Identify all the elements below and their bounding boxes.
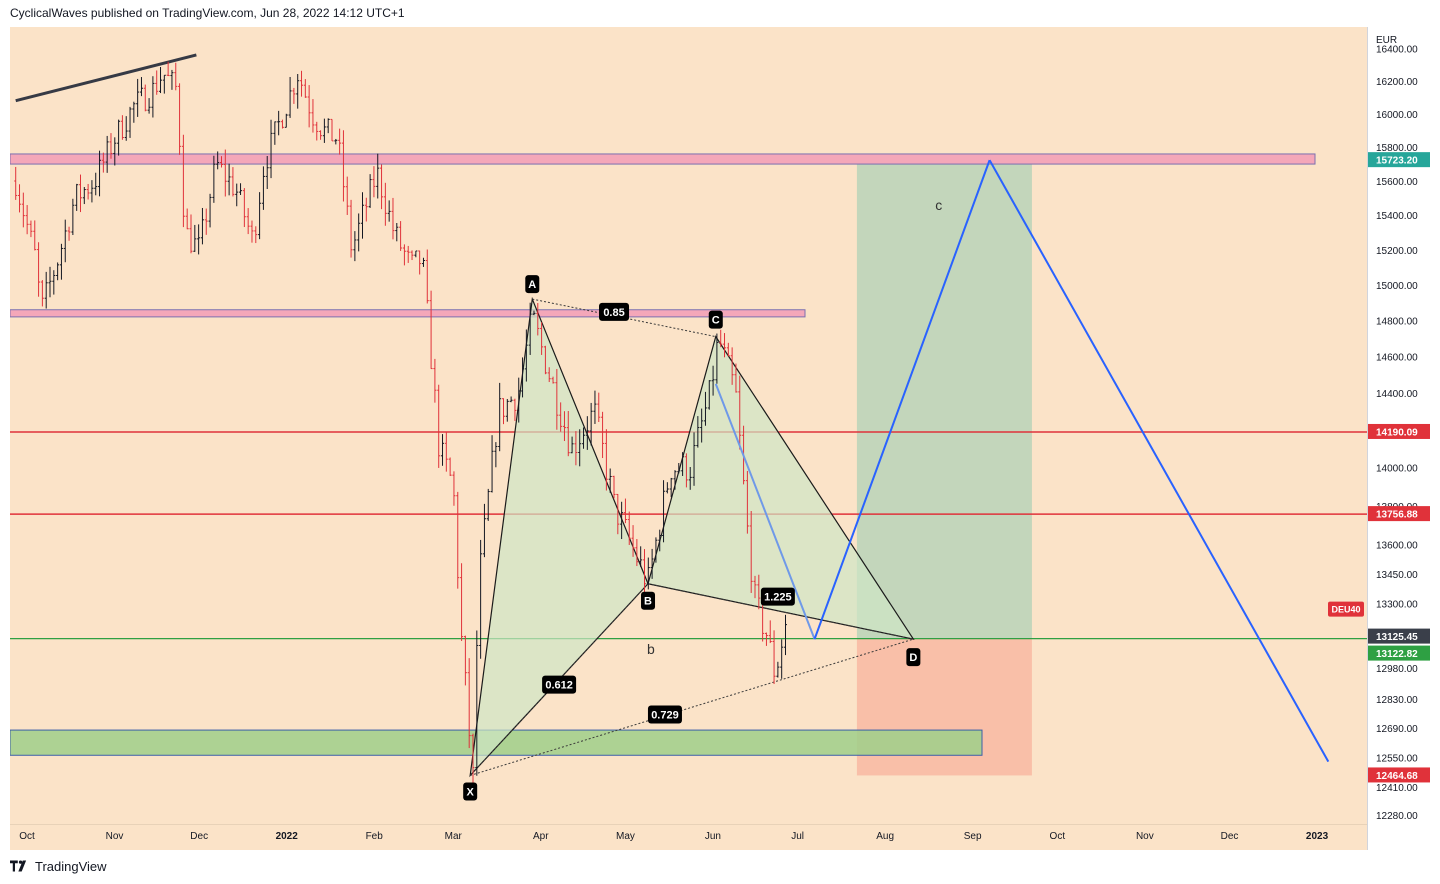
price-tick-label: 12690.00 — [1376, 724, 1418, 735]
price-tick-label: 15000.00 — [1376, 281, 1418, 292]
time-axis[interactable]: Oct Nov Dec 2022 Feb Mar Apr May Jun Jul Aug Sep Oct… — [19, 831, 1328, 842]
upper-trendline — [15, 53, 197, 103]
wave-label-b: b — [647, 641, 655, 657]
price-tick-label: 14800.00 — [1376, 316, 1418, 327]
price-tag-bg — [1368, 645, 1430, 661]
harmonic-pattern-layer — [469, 296, 915, 778]
time-tick-label: 2023 — [1306, 831, 1329, 842]
upper-resistance-zone — [9, 153, 1316, 165]
price-tag-bg — [1368, 423, 1430, 439]
price-tick-label: 13450.00 — [1376, 570, 1418, 581]
price-tick-label: 15400.00 — [1376, 211, 1418, 222]
price-tag-bg — [1368, 152, 1430, 168]
time-tick-label: Sep — [964, 831, 982, 842]
time-tick-label: Apr — [533, 831, 549, 842]
price-tag-label: 14190.09 — [1376, 427, 1418, 438]
price-tag-label: 13122.82 — [1376, 649, 1418, 660]
ratio-label: 0.729 — [651, 709, 679, 721]
symbol-tag: DEU40 — [1331, 605, 1360, 615]
annotation-layer: A B C D X 0.85 0.612 1.225 0.729 b c — [463, 197, 942, 801]
time-tick-label: Oct — [1050, 831, 1066, 842]
time-tick-label: Aug — [876, 831, 894, 842]
ratio-dotted-line — [469, 583, 649, 776]
price-tick-label: 15800.00 — [1376, 143, 1418, 154]
time-tick-label: Oct — [19, 831, 35, 842]
price-tick-label: 16400.00 — [1376, 44, 1418, 55]
pattern-point-a-bg — [525, 275, 540, 294]
price-tick-label: 13600.00 — [1376, 540, 1418, 551]
projection-leg-3 — [988, 159, 1330, 763]
projection-leg-1 — [714, 383, 816, 640]
price-tick-label: 12280.00 — [1376, 811, 1418, 822]
pattern-point-d-bg — [906, 648, 921, 667]
tradingview-logo-icon — [10, 860, 27, 872]
pattern-point-c: C — [712, 315, 720, 327]
time-tick-label: Feb — [366, 831, 384, 842]
projection-leg-2 — [813, 159, 991, 640]
pattern-point-a: A — [528, 279, 536, 291]
ratio-dotted-line — [470, 638, 914, 776]
price-tick-label: 12550.00 — [1376, 753, 1418, 764]
ratio-label-bg — [760, 587, 795, 606]
time-tick-label: Jun — [705, 831, 721, 842]
wave-label-c: c — [935, 197, 942, 213]
ratio-label: 0.612 — [545, 680, 573, 692]
price-tags: 15723.20 14190.09 13756.88 13125.45 13122.82… — [1328, 152, 1430, 783]
price-tag-bg — [1368, 767, 1430, 783]
price-tick-label: 15200.00 — [1376, 246, 1418, 257]
time-tick-label: Nov — [106, 831, 124, 842]
tradingview-footer[interactable]: TradingView — [10, 856, 107, 876]
price-tick-label: 13300.00 — [1376, 600, 1418, 611]
currency-label: EUR — [1376, 35, 1397, 46]
publisher-header: CyclicalWaves published on TradingView.c… — [10, 6, 405, 20]
price-tick-label: 15600.00 — [1376, 177, 1418, 188]
price-tick-label: 12830.00 — [1376, 695, 1418, 706]
tradingview-brand: TradingView — [35, 858, 107, 874]
price-tick-label: 14400.00 — [1376, 389, 1418, 400]
time-tick-label: Mar — [445, 831, 463, 842]
ratio-label-bg — [647, 705, 682, 724]
price-tick-label: 16000.00 — [1376, 110, 1418, 121]
zones-layer — [9, 153, 1316, 776]
projection-layer — [714, 159, 1330, 763]
price-tick-label: 12980.00 — [1376, 664, 1418, 675]
ratio-label-bg — [542, 675, 577, 694]
pattern-point-b: B — [644, 596, 652, 608]
price-tick-label: 12410.00 — [1376, 783, 1418, 794]
price-tag-label: 15723.20 — [1376, 156, 1418, 167]
price-tick-label: 14600.00 — [1376, 353, 1418, 364]
price-tick-label: 16200.00 — [1376, 77, 1418, 88]
time-tick-label: Jul — [791, 831, 804, 842]
pattern-triangle-bcd — [647, 335, 915, 641]
price-tag-label: 12464.68 — [1376, 771, 1418, 782]
time-tick-label: 2022 — [276, 831, 299, 842]
mid-resistance-zone — [9, 309, 806, 318]
ratio-dotted-line — [647, 583, 914, 640]
ratio-label-bg — [599, 302, 630, 321]
symbol-tag-bg — [1328, 601, 1364, 617]
pattern-point-b-bg — [641, 591, 656, 610]
time-tick-label: Dec — [1221, 831, 1239, 842]
target-zone — [856, 160, 1032, 639]
pattern-point-x-bg — [463, 782, 478, 801]
price-tag-label: 13125.45 — [1376, 632, 1418, 643]
pattern-point-c-bg — [708, 310, 723, 329]
time-tick-label: Dec — [190, 831, 208, 842]
price-tag-bg — [1368, 506, 1430, 522]
ratio-label: 0.85 — [603, 307, 624, 319]
candles-layer — [14, 61, 787, 786]
ratio-label: 1.225 — [764, 592, 792, 604]
pattern-point-d: D — [909, 652, 917, 664]
price-tag-label: 13756.88 — [1376, 510, 1418, 521]
time-tick-label: May — [616, 831, 635, 842]
chart-area[interactable]: A B C D X 0.85 0.612 1.225 0.729 b c EUR 16400.00 16… — [9, 27, 1430, 850]
price-tick-label: 14000.00 — [1376, 464, 1418, 475]
pattern-point-x: X — [467, 786, 475, 798]
price-tag-bg — [1368, 628, 1430, 644]
time-tick-label: Nov — [1136, 831, 1154, 842]
